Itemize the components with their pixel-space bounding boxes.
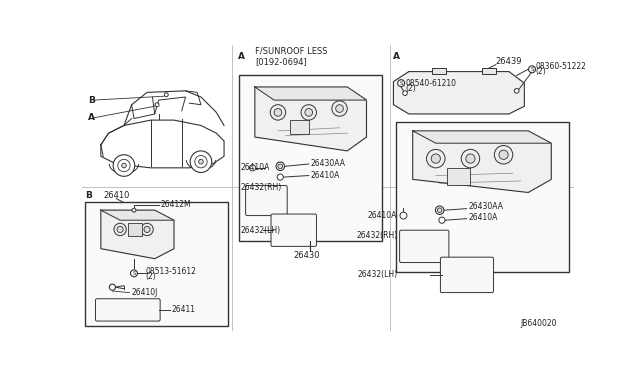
FancyBboxPatch shape [246, 186, 287, 216]
Text: 26430AA: 26430AA [310, 160, 346, 169]
Text: B: B [86, 191, 92, 200]
Circle shape [499, 150, 508, 159]
Circle shape [276, 162, 285, 170]
Circle shape [155, 103, 159, 107]
Circle shape [195, 155, 207, 168]
Text: 26432(LH): 26432(LH) [357, 270, 397, 279]
Polygon shape [413, 131, 551, 143]
Text: 26432(RH): 26432(RH) [356, 231, 397, 240]
Circle shape [431, 154, 440, 163]
Circle shape [190, 151, 212, 173]
Text: JB640020: JB640020 [520, 319, 557, 328]
FancyBboxPatch shape [440, 257, 493, 293]
Circle shape [141, 223, 153, 235]
Circle shape [278, 164, 283, 169]
Polygon shape [255, 87, 367, 151]
Bar [396, 122, 569, 272]
Circle shape [131, 270, 138, 277]
Circle shape [301, 105, 316, 120]
Text: 26411: 26411 [172, 305, 196, 314]
Text: 08513-51612: 08513-51612 [145, 266, 196, 276]
Polygon shape [101, 210, 174, 259]
Circle shape [274, 109, 282, 116]
Bar [86, 202, 228, 326]
Circle shape [494, 145, 513, 164]
Text: S: S [399, 81, 403, 86]
Circle shape [403, 91, 407, 96]
Circle shape [466, 154, 475, 163]
Circle shape [435, 206, 444, 214]
Circle shape [400, 212, 407, 219]
Text: 08360-51222: 08360-51222 [535, 62, 586, 71]
Circle shape [437, 208, 442, 212]
Text: 26410: 26410 [103, 191, 129, 200]
Text: 26412M: 26412M [160, 200, 191, 209]
Circle shape [305, 109, 312, 116]
Circle shape [117, 226, 123, 232]
Bar [432, 68, 446, 74]
Polygon shape [101, 210, 174, 220]
Circle shape [332, 101, 348, 116]
Text: 26410A: 26410A [468, 213, 497, 222]
Circle shape [529, 66, 536, 73]
Bar [447, 168, 470, 185]
Circle shape [250, 165, 255, 171]
Polygon shape [255, 87, 367, 100]
Bar [128, 223, 141, 235]
Circle shape [439, 217, 445, 223]
Text: 26430: 26430 [293, 251, 320, 260]
Circle shape [109, 284, 115, 290]
Text: B: B [88, 96, 95, 105]
Text: 26432(RH): 26432(RH) [241, 183, 282, 192]
Text: A: A [88, 113, 95, 122]
Circle shape [113, 155, 135, 176]
Circle shape [336, 105, 344, 112]
Circle shape [132, 208, 136, 212]
Polygon shape [413, 131, 551, 192]
Circle shape [515, 89, 519, 93]
Circle shape [277, 174, 284, 180]
Circle shape [144, 226, 150, 232]
Bar [289, 120, 308, 134]
Circle shape [118, 159, 130, 172]
Text: (2): (2) [406, 84, 417, 93]
Text: 26410A: 26410A [241, 163, 270, 172]
Text: 08540-61210: 08540-61210 [406, 78, 457, 88]
Circle shape [114, 223, 126, 235]
Bar [482, 68, 496, 74]
Text: S: S [531, 67, 534, 72]
Text: S: S [132, 271, 136, 276]
Circle shape [198, 159, 204, 164]
Text: A: A [394, 52, 401, 61]
Polygon shape [394, 71, 524, 114]
Text: 26430AA: 26430AA [468, 202, 503, 211]
Text: 26410J: 26410J [132, 288, 158, 297]
Circle shape [164, 93, 168, 97]
FancyBboxPatch shape [271, 214, 316, 246]
Circle shape [397, 80, 404, 87]
Text: 26410A: 26410A [368, 211, 397, 220]
Circle shape [122, 163, 126, 168]
Text: 26410A: 26410A [310, 171, 340, 180]
Text: 26439: 26439 [496, 57, 522, 66]
Text: F/SUNROOF LESS
[0192-0694]: F/SUNROOF LESS [0192-0694] [255, 46, 327, 66]
FancyBboxPatch shape [399, 230, 449, 263]
Text: (2): (2) [145, 272, 156, 281]
Bar [239, 76, 382, 241]
Text: A: A [238, 52, 245, 61]
FancyBboxPatch shape [95, 299, 160, 321]
Text: (2): (2) [535, 67, 546, 76]
Text: 26432(LH): 26432(LH) [241, 226, 281, 235]
Circle shape [461, 150, 480, 168]
Circle shape [270, 105, 285, 120]
Circle shape [426, 150, 445, 168]
